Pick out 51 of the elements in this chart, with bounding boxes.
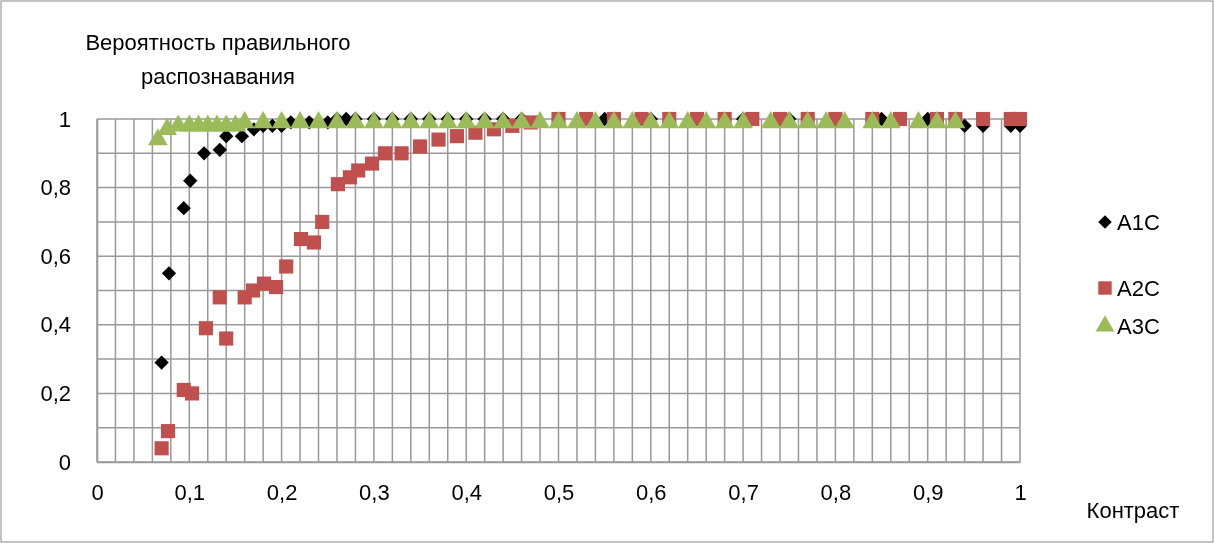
point [219,331,234,346]
point [196,146,212,161]
point [431,132,446,147]
point [306,235,321,250]
point [212,290,227,305]
point [330,177,345,192]
x-axis-title: Контраст [1086,498,1180,523]
x-tick-label: 0,5 [543,479,575,505]
x-tick-label: 1 [1014,479,1027,505]
y-tick-label: 1 [58,106,71,132]
point [315,214,330,229]
point [161,424,176,439]
point [293,231,309,247]
x-tick-label: 0,3 [359,479,390,505]
point [377,146,393,161]
x-tick-label: 0 [91,479,104,505]
point [183,173,198,188]
point [185,386,200,401]
point [198,321,213,336]
y-tick-label: 0,2 [40,380,71,406]
y-axis-title: Вероятность правильного распознавания [85,30,351,89]
y-tick-label: 0 [58,449,71,475]
point [449,129,465,144]
point [154,355,169,370]
y-tick-label: 0,4 [40,312,71,338]
point [212,142,227,158]
point [412,139,428,154]
y-tick-label: 0,8 [40,175,71,201]
point [279,259,294,274]
legend-label: A1C [1117,210,1160,235]
point [161,266,177,281]
x-tick-label: 0,7 [728,479,759,505]
point [976,111,991,127]
y-tick-label: 0,6 [40,243,71,269]
x-tick-label: 0,4 [451,479,482,505]
point [351,163,366,178]
point [234,129,250,144]
point [394,146,409,161]
point [154,441,169,456]
x-tick-label: 0,9 [912,479,944,505]
point [219,129,234,144]
x-tick-label: 0,8 [820,479,852,505]
point [1012,111,1028,127]
legend-label: A3C [1117,314,1160,339]
point [364,156,380,171]
legend-label: A2C [1117,276,1160,301]
x-tick-label: 0,6 [636,479,667,505]
point [268,280,284,295]
x-tick-label: 0,1 [174,479,206,505]
x-tick-label: 0,2 [266,479,298,505]
point [176,201,191,216]
